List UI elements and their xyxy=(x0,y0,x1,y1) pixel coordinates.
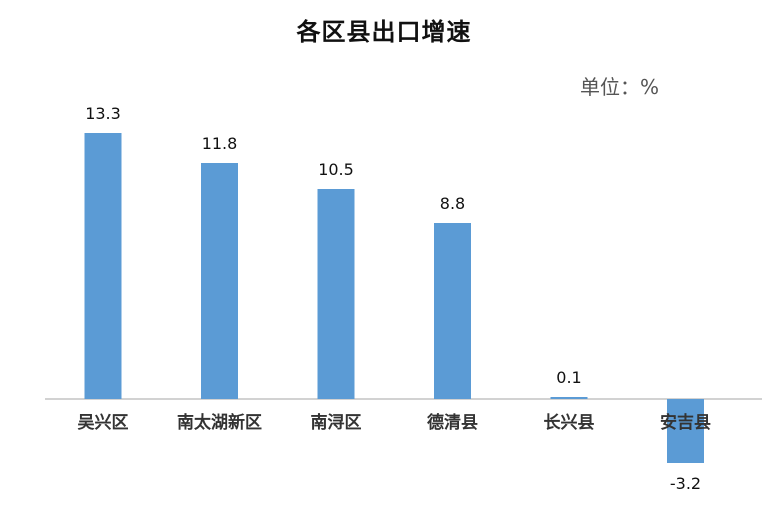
bar-2 xyxy=(317,189,355,399)
data-label-1: 11.8 xyxy=(202,134,238,153)
category-label-2: 南浔区 xyxy=(311,412,362,433)
data-label-5: -3.2 xyxy=(670,474,701,493)
category-label-0: 吴兴区 xyxy=(78,413,129,433)
data-label-4: 0.1 xyxy=(556,368,581,387)
bar-1 xyxy=(201,163,238,399)
category-label-3: 德清县 xyxy=(427,412,478,433)
category-label-5: 安吉县 xyxy=(660,412,711,433)
category-label-1: 南太湖新区 xyxy=(177,412,262,433)
category-label-4: 长兴县 xyxy=(544,412,595,433)
data-label-2: 10.5 xyxy=(318,160,354,179)
unit-label: 单位：% xyxy=(580,75,660,99)
data-label-0: 13.3 xyxy=(85,104,121,123)
data-label-3: 8.8 xyxy=(440,194,465,213)
chart-title: 各区县出口增速 xyxy=(296,18,472,46)
bar-5 xyxy=(667,399,704,463)
bar-4 xyxy=(550,397,588,399)
bar-3 xyxy=(434,223,471,399)
bar-0 xyxy=(84,133,122,399)
